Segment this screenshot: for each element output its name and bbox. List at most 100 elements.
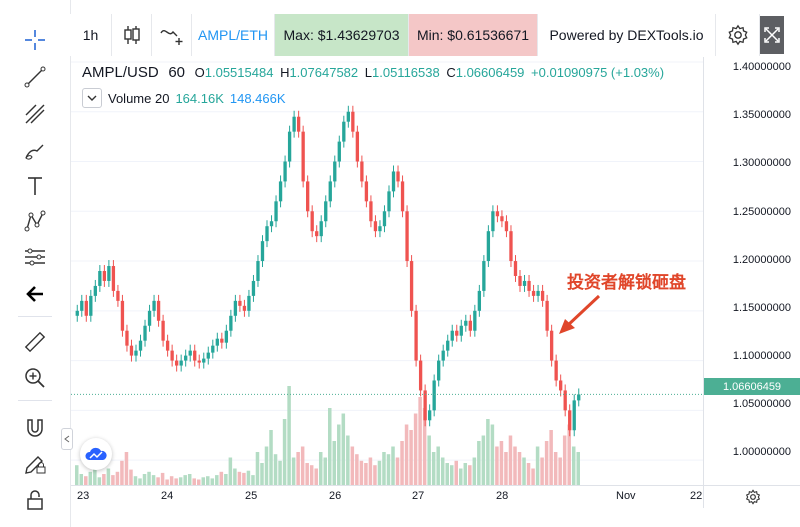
candle-body bbox=[509, 231, 513, 262]
volume-bar bbox=[499, 441, 504, 485]
candle-body bbox=[125, 330, 129, 346]
candle-body bbox=[247, 295, 251, 311]
candle-body bbox=[75, 310, 79, 316]
volume-bar bbox=[562, 435, 567, 485]
volume-bar bbox=[183, 475, 187, 485]
fullscreen-button[interactable] bbox=[760, 16, 784, 54]
volume-bar bbox=[382, 452, 386, 485]
chevron-left-icon bbox=[64, 435, 70, 443]
volume-bar bbox=[395, 457, 400, 485]
volume-bar bbox=[440, 457, 445, 485]
candle-body bbox=[184, 355, 188, 361]
candle-type-button[interactable] bbox=[112, 14, 152, 56]
trend-line-icon[interactable] bbox=[21, 63, 49, 91]
candle-body bbox=[296, 116, 301, 132]
time-axis[interactable]: 23 24 25 26 27 28 Nov 22 bbox=[71, 485, 703, 508]
legend-h-label: H bbox=[280, 65, 290, 80]
candle-body bbox=[165, 340, 170, 351]
pattern-icon[interactable] bbox=[21, 207, 49, 235]
candle-body bbox=[197, 360, 201, 363]
collapse-toolbar-button[interactable] bbox=[61, 428, 73, 450]
price-axis[interactable]: 1.40000000 1.35000000 1.30000000 1.25000… bbox=[703, 57, 800, 485]
forecast-icon[interactable] bbox=[21, 243, 49, 271]
candle-body bbox=[482, 261, 486, 291]
candle-body bbox=[518, 275, 522, 286]
candle-body bbox=[468, 320, 472, 331]
volume-bar bbox=[517, 452, 522, 485]
candle-body bbox=[373, 221, 378, 232]
volume-bar bbox=[540, 457, 544, 485]
volume-bar bbox=[459, 468, 463, 485]
fib-icon[interactable] bbox=[21, 100, 49, 128]
volume-bar bbox=[391, 446, 395, 485]
candle-body bbox=[522, 280, 527, 286]
volume-bar bbox=[93, 463, 97, 485]
add-indicator-button[interactable] bbox=[152, 14, 192, 56]
time-tick: 24 bbox=[161, 490, 174, 502]
powered-by-link[interactable]: Powered by DEXTools.io bbox=[538, 14, 716, 56]
price-tick: 1.35000000 bbox=[732, 109, 791, 121]
brush-icon[interactable] bbox=[21, 137, 49, 165]
candle-body bbox=[269, 221, 274, 227]
candle-body bbox=[486, 231, 491, 262]
lock-icon[interactable] bbox=[21, 486, 49, 514]
candle-body bbox=[531, 290, 536, 296]
candle-body bbox=[563, 390, 567, 411]
legend-symbol: AMPL/USD bbox=[82, 64, 159, 81]
lock-pencil-icon[interactable] bbox=[21, 450, 49, 478]
volume-bar bbox=[522, 457, 526, 485]
price-tick: 1.10000000 bbox=[732, 350, 791, 362]
candle-body bbox=[464, 320, 468, 326]
axis-settings-button[interactable] bbox=[703, 485, 800, 508]
candle-body bbox=[211, 345, 215, 353]
volume-bar bbox=[314, 468, 318, 485]
volume-value-b: 148.466K bbox=[229, 90, 286, 106]
volume-bar bbox=[233, 468, 237, 485]
back-arrow-icon[interactable] bbox=[21, 280, 49, 308]
pair-link[interactable]: AMPL/ETH bbox=[192, 14, 275, 56]
volume-bar bbox=[490, 424, 495, 485]
volume-bar bbox=[260, 463, 264, 485]
text-icon[interactable] bbox=[21, 172, 49, 200]
candle-body bbox=[513, 261, 518, 276]
candle-body bbox=[152, 300, 156, 311]
candle-body bbox=[242, 305, 247, 311]
magnet-icon[interactable] bbox=[21, 414, 49, 442]
ruler-icon[interactable] bbox=[21, 328, 49, 356]
candle-body bbox=[251, 280, 256, 296]
fullscreen-icon bbox=[764, 27, 780, 43]
candle-body bbox=[161, 320, 165, 341]
crosshair-icon[interactable] bbox=[21, 26, 49, 54]
settings-button[interactable] bbox=[716, 14, 760, 56]
volume-bar bbox=[156, 477, 160, 485]
powered-by-label: Powered by DEXTools.io bbox=[549, 27, 704, 43]
volume-bar bbox=[133, 476, 138, 485]
volume-bar bbox=[431, 452, 436, 485]
drawing-toolbar bbox=[0, 0, 71, 527]
gear-icon bbox=[745, 489, 760, 505]
collapse-legend-button[interactable] bbox=[82, 88, 102, 108]
price-tick: 1.25000000 bbox=[732, 206, 791, 218]
volume-bar bbox=[409, 430, 413, 485]
chart-pane[interactable] bbox=[71, 57, 703, 485]
candle-body bbox=[111, 266, 116, 291]
volume-bar bbox=[192, 478, 196, 485]
candle-body bbox=[238, 300, 242, 306]
candlestick-chart[interactable] bbox=[71, 57, 703, 485]
volume-bar bbox=[237, 471, 242, 485]
candle-body bbox=[418, 360, 423, 391]
candle-body bbox=[391, 171, 396, 192]
candle-body bbox=[301, 131, 305, 182]
volume-bar bbox=[404, 424, 409, 485]
volume-bar bbox=[337, 424, 341, 485]
volume-bar bbox=[287, 386, 291, 485]
volume-bar bbox=[341, 413, 346, 485]
interval-button[interactable]: 1h bbox=[70, 14, 112, 56]
candle-body bbox=[545, 300, 549, 331]
logo-button[interactable] bbox=[80, 438, 112, 470]
candle-body bbox=[455, 330, 459, 336]
volume-bar bbox=[571, 446, 576, 485]
zoom-in-icon[interactable] bbox=[21, 364, 49, 392]
candle-body bbox=[423, 390, 427, 421]
candle-body bbox=[554, 360, 558, 381]
